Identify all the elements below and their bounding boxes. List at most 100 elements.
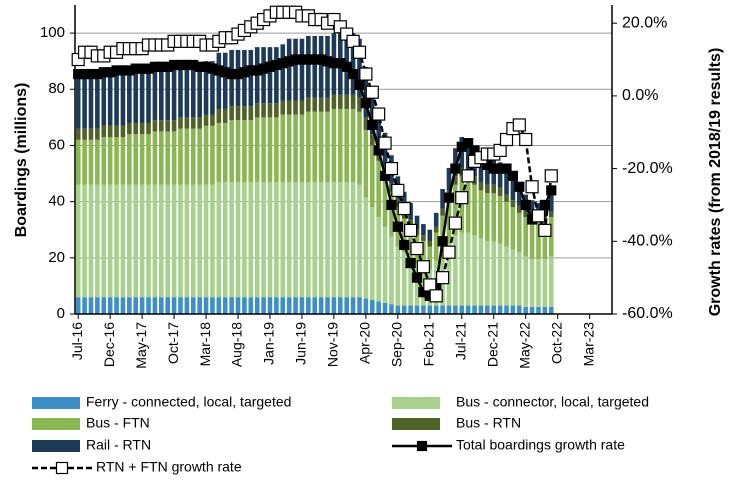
y2-tick-label: 0.0% xyxy=(622,87,658,104)
bar-segment xyxy=(114,125,119,138)
bar-segment xyxy=(472,235,477,306)
bar-segment xyxy=(408,305,413,314)
bar-segment xyxy=(529,259,535,307)
bar-segment xyxy=(152,66,158,121)
bar-segment xyxy=(222,52,228,109)
bar-segment xyxy=(133,297,139,314)
bar-segment xyxy=(146,122,151,135)
x-tick-label: Oct-17 xyxy=(165,322,181,364)
bar-segment xyxy=(75,78,81,129)
bar-segment xyxy=(338,94,343,109)
bar-segment xyxy=(465,179,471,233)
bar-segment xyxy=(242,120,247,182)
bar-segment xyxy=(312,181,318,298)
bar-segment xyxy=(197,63,202,118)
x-tick-label: Jul-21 xyxy=(452,322,468,360)
legend-swatch xyxy=(392,418,440,430)
bar-segment xyxy=(82,297,87,314)
bar-segment xyxy=(427,229,433,241)
line-marker xyxy=(455,191,469,205)
line-marker xyxy=(539,199,550,211)
bar-segment xyxy=(306,97,311,112)
bar-segment xyxy=(274,297,279,314)
bar-segment xyxy=(331,94,337,109)
bar-segment xyxy=(120,184,126,298)
bar-segment xyxy=(497,162,503,188)
bar-segment xyxy=(306,111,311,182)
bar-segment xyxy=(427,240,433,247)
bar-segment xyxy=(548,306,554,314)
bar-segment xyxy=(478,305,484,314)
bar-segment xyxy=(478,190,484,239)
bar-segment xyxy=(286,181,292,298)
bar-segment xyxy=(331,181,337,298)
bar-segment xyxy=(529,222,535,260)
bar-segment xyxy=(293,100,298,115)
legend-label: Ferry - connected, local, targeted xyxy=(86,394,291,410)
bar-segment xyxy=(497,243,503,306)
bar-segment xyxy=(357,111,362,185)
bar-segment xyxy=(389,304,394,314)
bar-segment xyxy=(421,235,426,241)
bar-segment xyxy=(146,297,151,314)
bar-segment xyxy=(210,297,215,314)
bar-segment xyxy=(159,131,164,185)
bar-segment xyxy=(159,120,164,132)
bar-segment xyxy=(517,205,522,213)
legend-label: Total boardings growth rate xyxy=(456,437,625,453)
bar-segment xyxy=(159,297,164,314)
bar-segment xyxy=(274,181,279,298)
bar-segment xyxy=(517,252,522,306)
bar-segment xyxy=(357,184,362,298)
bar-segment xyxy=(222,297,228,314)
bar-segment xyxy=(306,35,311,98)
bar-segment xyxy=(171,66,177,121)
bar-segment xyxy=(389,191,394,237)
bar-segment xyxy=(491,184,497,194)
bar-segment xyxy=(75,297,81,314)
x-tick-label: Dec-16 xyxy=(101,322,117,367)
bar-segment xyxy=(523,306,528,314)
line-marker xyxy=(519,132,533,147)
bar-segment xyxy=(95,78,100,129)
bar-segment xyxy=(95,128,100,140)
bar-segment xyxy=(120,137,126,185)
bar-segment xyxy=(139,184,145,298)
bar-segment xyxy=(465,305,471,314)
bar-segment xyxy=(401,191,407,212)
bar-segment xyxy=(350,108,356,182)
bar-segment xyxy=(312,297,318,314)
bar-segment xyxy=(408,219,413,227)
bar-segment xyxy=(485,240,490,306)
bar-segment xyxy=(427,305,433,314)
bar-segment xyxy=(504,305,509,314)
bar-segment xyxy=(401,252,407,306)
x-tick-label: May-22 xyxy=(516,322,532,369)
bar-segment xyxy=(369,134,375,146)
line-marker xyxy=(397,201,411,216)
bar-segment xyxy=(133,134,139,185)
bar-segment xyxy=(101,75,107,126)
bar-segment xyxy=(139,134,145,185)
bar-segment xyxy=(280,181,286,298)
bar-segment xyxy=(165,297,170,314)
bar-segment xyxy=(248,181,254,298)
bar-segment xyxy=(190,117,196,129)
bar-segment xyxy=(504,194,509,202)
bar-segment xyxy=(197,117,202,129)
line-marker xyxy=(360,98,371,109)
line-marker xyxy=(437,236,448,247)
bar-segment xyxy=(408,257,413,306)
bar-segment xyxy=(293,38,298,101)
bar-segment xyxy=(165,184,170,298)
bar-segment xyxy=(127,184,132,298)
line-marker xyxy=(352,45,367,59)
bar-segment xyxy=(146,184,151,298)
bar-segment xyxy=(190,63,196,118)
bar-segment xyxy=(421,224,426,236)
bar-segment xyxy=(146,69,151,123)
bar-segment xyxy=(440,188,445,209)
bar-segment xyxy=(325,181,330,298)
line-marker xyxy=(538,223,552,237)
legend-swatch xyxy=(32,397,80,409)
